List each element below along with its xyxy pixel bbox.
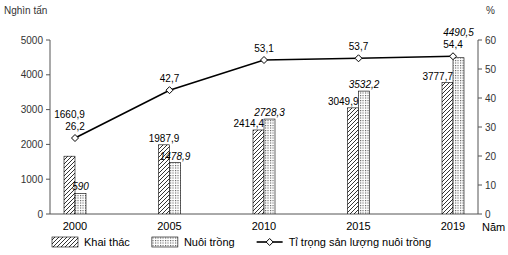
- x-tick-label: 2019: [441, 220, 465, 232]
- x-tick-label: 2005: [157, 220, 181, 232]
- y-tick: [46, 74, 50, 75]
- legend-marker: [266, 239, 273, 246]
- bar: [253, 130, 264, 214]
- y2-tick-label: 20: [485, 151, 497, 162]
- y2-tick-label: 50: [485, 64, 497, 75]
- plot-marks: [64, 53, 464, 214]
- line-marker: [261, 57, 268, 64]
- y-tick: [46, 109, 50, 110]
- bar-data-label: 3777,7: [422, 71, 453, 82]
- y2-tick: [478, 69, 482, 70]
- y2-tick: [478, 127, 482, 128]
- legend-swatch: [52, 237, 78, 247]
- y-tick-label: 4000: [21, 69, 44, 80]
- data-labels: 26,2 42,7 53,1 53,7 54,4 1660,9 1987,9 2414,4 30…: [54, 27, 474, 192]
- line-marker: [355, 55, 362, 62]
- line-marker: [450, 53, 457, 60]
- bar: [75, 193, 86, 214]
- bar-data-label: 2728,3: [253, 107, 285, 118]
- bar: [348, 108, 359, 214]
- x-tick-label: 2010: [252, 220, 276, 232]
- line-marker: [166, 87, 173, 94]
- bar: [264, 119, 275, 214]
- y2-tick: [478, 214, 482, 215]
- line-data-label: 54,4: [443, 39, 463, 50]
- y-tick-label: 2000: [21, 139, 44, 150]
- bar-data-label: 4490,5: [443, 27, 474, 38]
- legend-swatch: [152, 237, 178, 247]
- y-tick: [46, 179, 50, 180]
- x-axis-title: Năm: [482, 221, 505, 233]
- legend-label: Tỉ trọng sản lượng nuôi trồng: [289, 236, 431, 248]
- bar: [442, 83, 453, 214]
- line-data-label: 53,1: [254, 43, 274, 54]
- y2-tick: [478, 98, 482, 99]
- bar: [453, 58, 464, 214]
- y-axis-title: Nghìn tấn: [4, 5, 47, 16]
- line-data-label: 53,7: [349, 41, 369, 52]
- bar-data-label: 2414,4: [233, 118, 264, 129]
- y-tick-label: 5000: [21, 35, 44, 46]
- bar-data-label: 590: [72, 181, 89, 192]
- y-axis-line: [50, 40, 51, 214]
- y-tick-label: 3000: [21, 104, 44, 115]
- chart-container: 0 1000 2000 3000 4000 5000 0 10 20 30 40 50 60 2000 20…: [0, 0, 508, 255]
- y2-tick: [478, 185, 482, 186]
- bar-data-label: 3049,9: [328, 96, 359, 107]
- y2-tick-label: 10: [485, 180, 497, 191]
- y-tick: [46, 40, 50, 41]
- y2-tick: [478, 156, 482, 157]
- y2-tick-label: 0: [485, 209, 491, 220]
- line-marker: [72, 135, 79, 142]
- y-tick: [46, 144, 50, 145]
- bar-data-label: 1987,9: [149, 133, 180, 144]
- x-tick-label: 2000: [63, 220, 87, 232]
- bar: [170, 163, 181, 214]
- y2-tick: [478, 40, 482, 41]
- bar-data-label: 1478,9: [160, 151, 191, 162]
- y-tick-label: 1000: [21, 174, 44, 185]
- bar-data-label: 1660,9: [54, 109, 85, 120]
- bar: [359, 91, 370, 214]
- line-data-label: 26,2: [65, 121, 85, 132]
- line: [75, 56, 453, 138]
- legend-label: Khai thác: [84, 236, 130, 248]
- y2-tick-label: 60: [485, 35, 497, 46]
- chart: 0 1000 2000 3000 4000 5000 0 10 20 30 40 50 60 2000 20…: [0, 0, 508, 255]
- y2-axis-title: %: [486, 5, 495, 16]
- legend-label: Nuôi trồng: [184, 236, 235, 248]
- y2-tick-label: 30: [485, 122, 497, 133]
- x-tick-label: 2015: [346, 220, 370, 232]
- y-tick: [46, 214, 50, 215]
- line-data-label: 42,7: [160, 73, 180, 84]
- legend: Khai thác Nuôi trồng Tỉ trọng sản lượng nu…: [52, 236, 431, 248]
- bar-data-label: 3532,2: [349, 79, 380, 90]
- y-tick-label: 0: [37, 209, 43, 220]
- y2-tick-label: 40: [485, 93, 497, 104]
